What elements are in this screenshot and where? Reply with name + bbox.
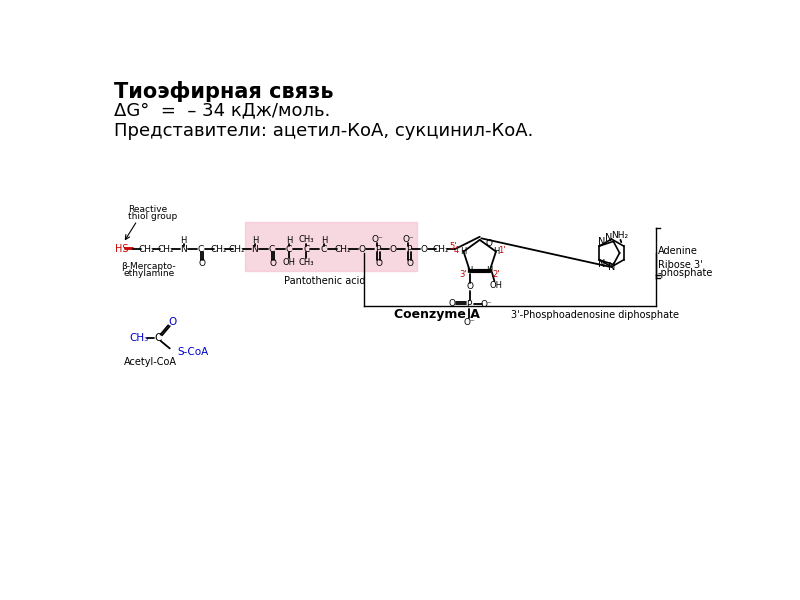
Text: OH: OH — [282, 259, 296, 268]
Text: 1': 1' — [498, 245, 506, 254]
Text: CH₂: CH₂ — [158, 245, 174, 254]
Text: O: O — [466, 282, 474, 291]
Text: 3'-Phosphoadenosine diphosphate: 3'-Phosphoadenosine diphosphate — [510, 310, 678, 320]
Text: Представители: ацетил-КоА, сукцинил-КоА.: Представители: ацетил-КоА, сукцинил-КоА. — [114, 122, 534, 140]
Text: O⁻: O⁻ — [481, 300, 493, 309]
Text: N: N — [608, 262, 615, 272]
Text: thiol group: thiol group — [128, 212, 177, 221]
Text: Coenzyme A: Coenzyme A — [394, 308, 480, 321]
Text: β-Mercapto-: β-Mercapto- — [122, 262, 176, 271]
Text: O⁻: O⁻ — [402, 235, 414, 244]
Text: H: H — [286, 236, 292, 245]
Text: O: O — [486, 239, 493, 248]
Text: O⁻: O⁻ — [463, 319, 475, 328]
Text: 3': 3' — [460, 270, 467, 279]
Text: C: C — [303, 245, 310, 254]
Text: CH₃: CH₃ — [298, 235, 314, 244]
Text: CH₂: CH₂ — [334, 245, 351, 254]
Text: CH₂: CH₂ — [210, 245, 227, 254]
Text: O: O — [406, 259, 414, 268]
Text: C: C — [321, 245, 327, 254]
Text: Adenine: Adenine — [658, 247, 698, 256]
Text: N: N — [180, 245, 187, 254]
Text: H: H — [181, 236, 187, 245]
Text: N: N — [252, 245, 258, 254]
Text: CH₃: CH₃ — [129, 332, 148, 343]
Text: O⁻: O⁻ — [371, 235, 383, 244]
Text: CH₃: CH₃ — [298, 259, 314, 268]
Text: N: N — [605, 233, 612, 242]
Text: O: O — [421, 245, 427, 254]
Text: Pantothenic acid: Pantothenic acid — [284, 277, 366, 286]
Text: H: H — [493, 247, 499, 256]
Text: Acetyl-CoA: Acetyl-CoA — [124, 357, 177, 367]
Text: H: H — [466, 266, 473, 275]
Text: 5': 5' — [449, 242, 456, 251]
Text: N: N — [598, 259, 606, 269]
Text: CH₂: CH₂ — [138, 245, 155, 254]
Text: H: H — [460, 247, 466, 256]
Text: O: O — [198, 259, 205, 268]
Text: C: C — [198, 245, 204, 254]
Text: CH₂: CH₂ — [433, 245, 450, 254]
Text: P: P — [406, 245, 411, 254]
Text: O: O — [390, 245, 397, 254]
Text: H: H — [321, 236, 327, 245]
Text: P: P — [374, 245, 380, 254]
Text: ethylamine: ethylamine — [123, 269, 174, 278]
Text: O: O — [270, 259, 276, 268]
Text: HS: HS — [115, 244, 129, 254]
Text: OH: OH — [490, 281, 502, 290]
Text: O: O — [449, 299, 455, 308]
Text: Reactive: Reactive — [128, 205, 167, 214]
Text: H: H — [252, 236, 258, 245]
Text: CH₂: CH₂ — [229, 245, 246, 254]
Text: H: H — [486, 266, 493, 275]
Text: P: P — [466, 300, 472, 309]
Text: O: O — [375, 259, 382, 268]
Text: S-CoA: S-CoA — [178, 347, 209, 356]
Text: NH₂: NH₂ — [611, 231, 628, 240]
Text: C: C — [286, 245, 292, 254]
FancyBboxPatch shape — [245, 222, 417, 271]
Text: C: C — [269, 245, 275, 254]
Text: O: O — [358, 245, 366, 254]
Text: 4': 4' — [454, 245, 461, 254]
Text: C: C — [154, 332, 162, 343]
Text: O: O — [168, 317, 176, 327]
Text: 2': 2' — [492, 270, 500, 279]
Text: -phosphate: -phosphate — [658, 268, 714, 278]
Text: Тиоэфирная связь: Тиоэфирная связь — [114, 81, 334, 102]
Text: Ribose 3': Ribose 3' — [658, 259, 702, 269]
Text: ΔG°  =  – 34 кДж/моль.: ΔG° = – 34 кДж/моль. — [114, 101, 330, 119]
Text: N: N — [598, 237, 606, 247]
